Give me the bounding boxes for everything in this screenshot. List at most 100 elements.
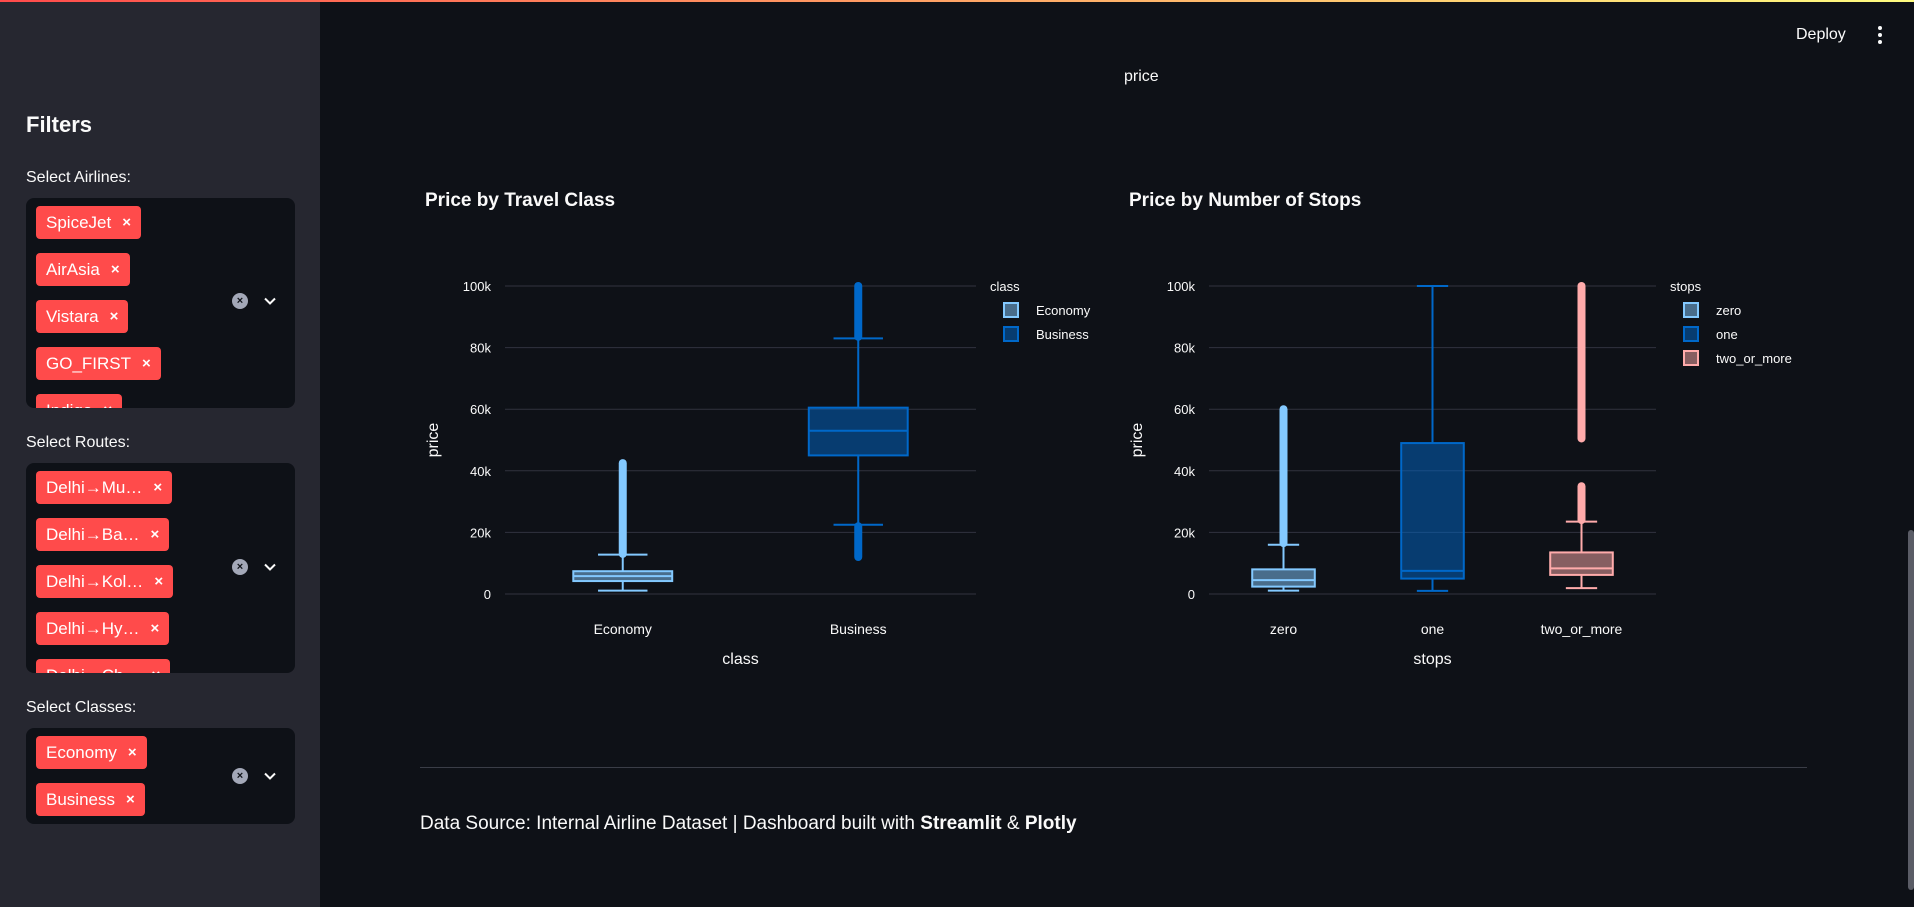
x-axis-label: class xyxy=(722,651,758,668)
filter-tag: GO_FIRST × xyxy=(36,347,161,380)
filter-tag-label: Economy xyxy=(46,742,117,762)
legend-entry: zero xyxy=(1716,303,1741,318)
box-two_or_more xyxy=(1549,551,1614,576)
tag-row: Business × xyxy=(36,783,236,824)
filter-tag: Delhi→Hy… × xyxy=(36,612,170,645)
filter-tag: AirAsia × xyxy=(36,253,130,286)
remove-tag-icon[interactable]: × xyxy=(103,402,112,408)
tag-row: Delhi→Kol… × xyxy=(36,565,236,612)
y-tick-label: 60k xyxy=(470,402,491,417)
remove-tag-icon[interactable]: × xyxy=(154,573,164,590)
y-tick-label: 80k xyxy=(1174,341,1195,356)
classes-tag-list: Economy × Business × xyxy=(36,736,236,824)
classes-multiselect[interactable]: Economy × Business × × xyxy=(26,728,295,824)
legend-entry: Economy xyxy=(1036,303,1091,318)
x-tick-label: zero xyxy=(1270,621,1297,637)
routes-label: Select Routes: xyxy=(26,434,131,451)
chevron-down-icon[interactable] xyxy=(263,769,277,783)
remove-tag-icon[interactable]: × xyxy=(125,791,135,808)
filter-tag-label: Delhi→Ch… xyxy=(46,666,140,674)
tag-row: Economy × xyxy=(36,736,236,783)
y-tick-label: 0 xyxy=(484,587,491,602)
tag-row: Indigo × xyxy=(36,394,236,408)
footer-brand-plotly: Plotly xyxy=(1024,813,1077,834)
filter-tag-label: Delhi→Kol… xyxy=(46,571,144,591)
remove-tag-icon[interactable]: × xyxy=(127,744,137,761)
tag-row: Delhi→Mu… × xyxy=(36,471,236,518)
clear-icon[interactable]: × xyxy=(232,768,248,784)
y-tick-label: 100k xyxy=(1167,279,1196,294)
x-tick-label: two_or_more xyxy=(1541,621,1623,637)
tag-row: AirAsia × xyxy=(36,253,236,300)
filter-tag-label: Delhi→Mu… xyxy=(46,477,143,497)
remove-tag-icon[interactable]: × xyxy=(150,526,160,543)
chart-title-class: Price by Travel Class xyxy=(425,190,616,211)
tag-row: Delhi→Ch… × xyxy=(36,659,236,673)
filter-tag: Delhi→Mu… × xyxy=(36,471,173,504)
footer-amp: & xyxy=(1001,813,1025,834)
price-label: price xyxy=(1124,68,1159,85)
remove-tag-icon[interactable]: × xyxy=(109,308,119,325)
filter-tag: Business × xyxy=(36,783,145,816)
filter-tag: Delhi→Ba… × xyxy=(36,518,170,551)
box-zero xyxy=(1251,568,1316,588)
scrollbar[interactable] xyxy=(1908,530,1914,890)
chevron-down-icon[interactable] xyxy=(263,294,277,308)
airlines-multiselect[interactable]: SpiceJet×AirAsia×Vistara×GO_FIRST×Indigo… xyxy=(26,198,295,408)
clear-icon[interactable]: × xyxy=(232,559,248,575)
routes-multiselect[interactable]: Delhi→Mu… × Delhi→Ba… × Delhi→Kol… × Delhi→Hy…… xyxy=(26,463,295,673)
filter-tag-label: Delhi→Ba… xyxy=(46,524,140,544)
legend-entry: one xyxy=(1716,327,1738,342)
box-one xyxy=(1400,442,1465,580)
filter-tag-label: Vistara xyxy=(46,306,99,326)
remove-tag-icon[interactable]: × xyxy=(151,667,160,673)
chart-price-by-class: 0 20k 40k 60k 80k 100k price class Economy Busine… xyxy=(425,279,1091,668)
filter-tag-label: Business xyxy=(46,789,115,809)
x-axis-label: stops xyxy=(1413,651,1451,668)
y-tick-label: 40k xyxy=(1174,464,1195,479)
filter-tag-label: GO_FIRST xyxy=(46,353,132,373)
legend-entry: Business xyxy=(1036,327,1089,342)
filter-tag: Economy × xyxy=(36,736,147,769)
filter-tag-label: Indigo xyxy=(46,401,92,409)
remove-tag-icon[interactable]: × xyxy=(110,261,120,278)
legend-swatch xyxy=(1683,350,1699,366)
tag-row: Vistara × xyxy=(36,300,236,347)
y-axis-label: price xyxy=(425,423,442,458)
tag-row: Delhi→Hy… × xyxy=(36,612,236,659)
y-tick-label: 40k xyxy=(470,464,491,479)
y-tick-label: 100k xyxy=(463,279,492,294)
filter-tag: Vistara × xyxy=(36,300,129,333)
filter-tag-label: Delhi→Hy… xyxy=(46,618,140,638)
remove-tag-icon[interactable]: × xyxy=(150,620,160,637)
legend-swatch xyxy=(1683,302,1699,318)
tag-row: SpiceJet × xyxy=(36,206,236,253)
filter-tag-label: SpiceJet xyxy=(46,212,112,232)
remove-tag-icon[interactable]: × xyxy=(153,479,163,496)
y-tick-label: 20k xyxy=(470,525,491,540)
legend-title: stops xyxy=(1670,279,1702,294)
main-menu-icon[interactable] xyxy=(1873,24,1887,46)
legend-title: class xyxy=(990,279,1020,294)
routes-tag-list: Delhi→Mu… × Delhi→Ba… × Delhi→Kol… × Delhi→Hy…… xyxy=(36,471,236,673)
footer-brand-streamlit: Streamlit xyxy=(920,813,1002,834)
chevron-down-icon[interactable] xyxy=(263,560,277,574)
legend-swatch xyxy=(1003,326,1019,342)
legend-swatch xyxy=(1683,326,1699,342)
chart-title-stops: Price by Number of Stops xyxy=(1129,190,1362,211)
y-axis-label: price xyxy=(1129,423,1146,458)
tag-row: GO_FIRST × xyxy=(36,347,236,394)
filter-tag: Indigo × xyxy=(36,394,123,409)
y-tick-label: 20k xyxy=(1174,525,1195,540)
sidebar-title: Filters xyxy=(26,112,93,137)
remove-tag-icon[interactable]: × xyxy=(122,214,131,231)
clear-icon[interactable]: × xyxy=(232,293,248,309)
remove-tag-icon[interactable]: × xyxy=(142,355,151,372)
classes-label: Select Classes: xyxy=(26,699,137,716)
y-tick-label: 60k xyxy=(1174,402,1195,417)
footer-prefix: Data Source: Internal Airline Dataset | … xyxy=(420,813,921,834)
filter-tag: Delhi→Ch… × xyxy=(36,659,171,674)
deploy-button[interactable]: Deploy xyxy=(1796,26,1846,43)
airlines-label: Select Airlines: xyxy=(26,169,131,186)
x-tick-label: Economy xyxy=(594,621,652,637)
